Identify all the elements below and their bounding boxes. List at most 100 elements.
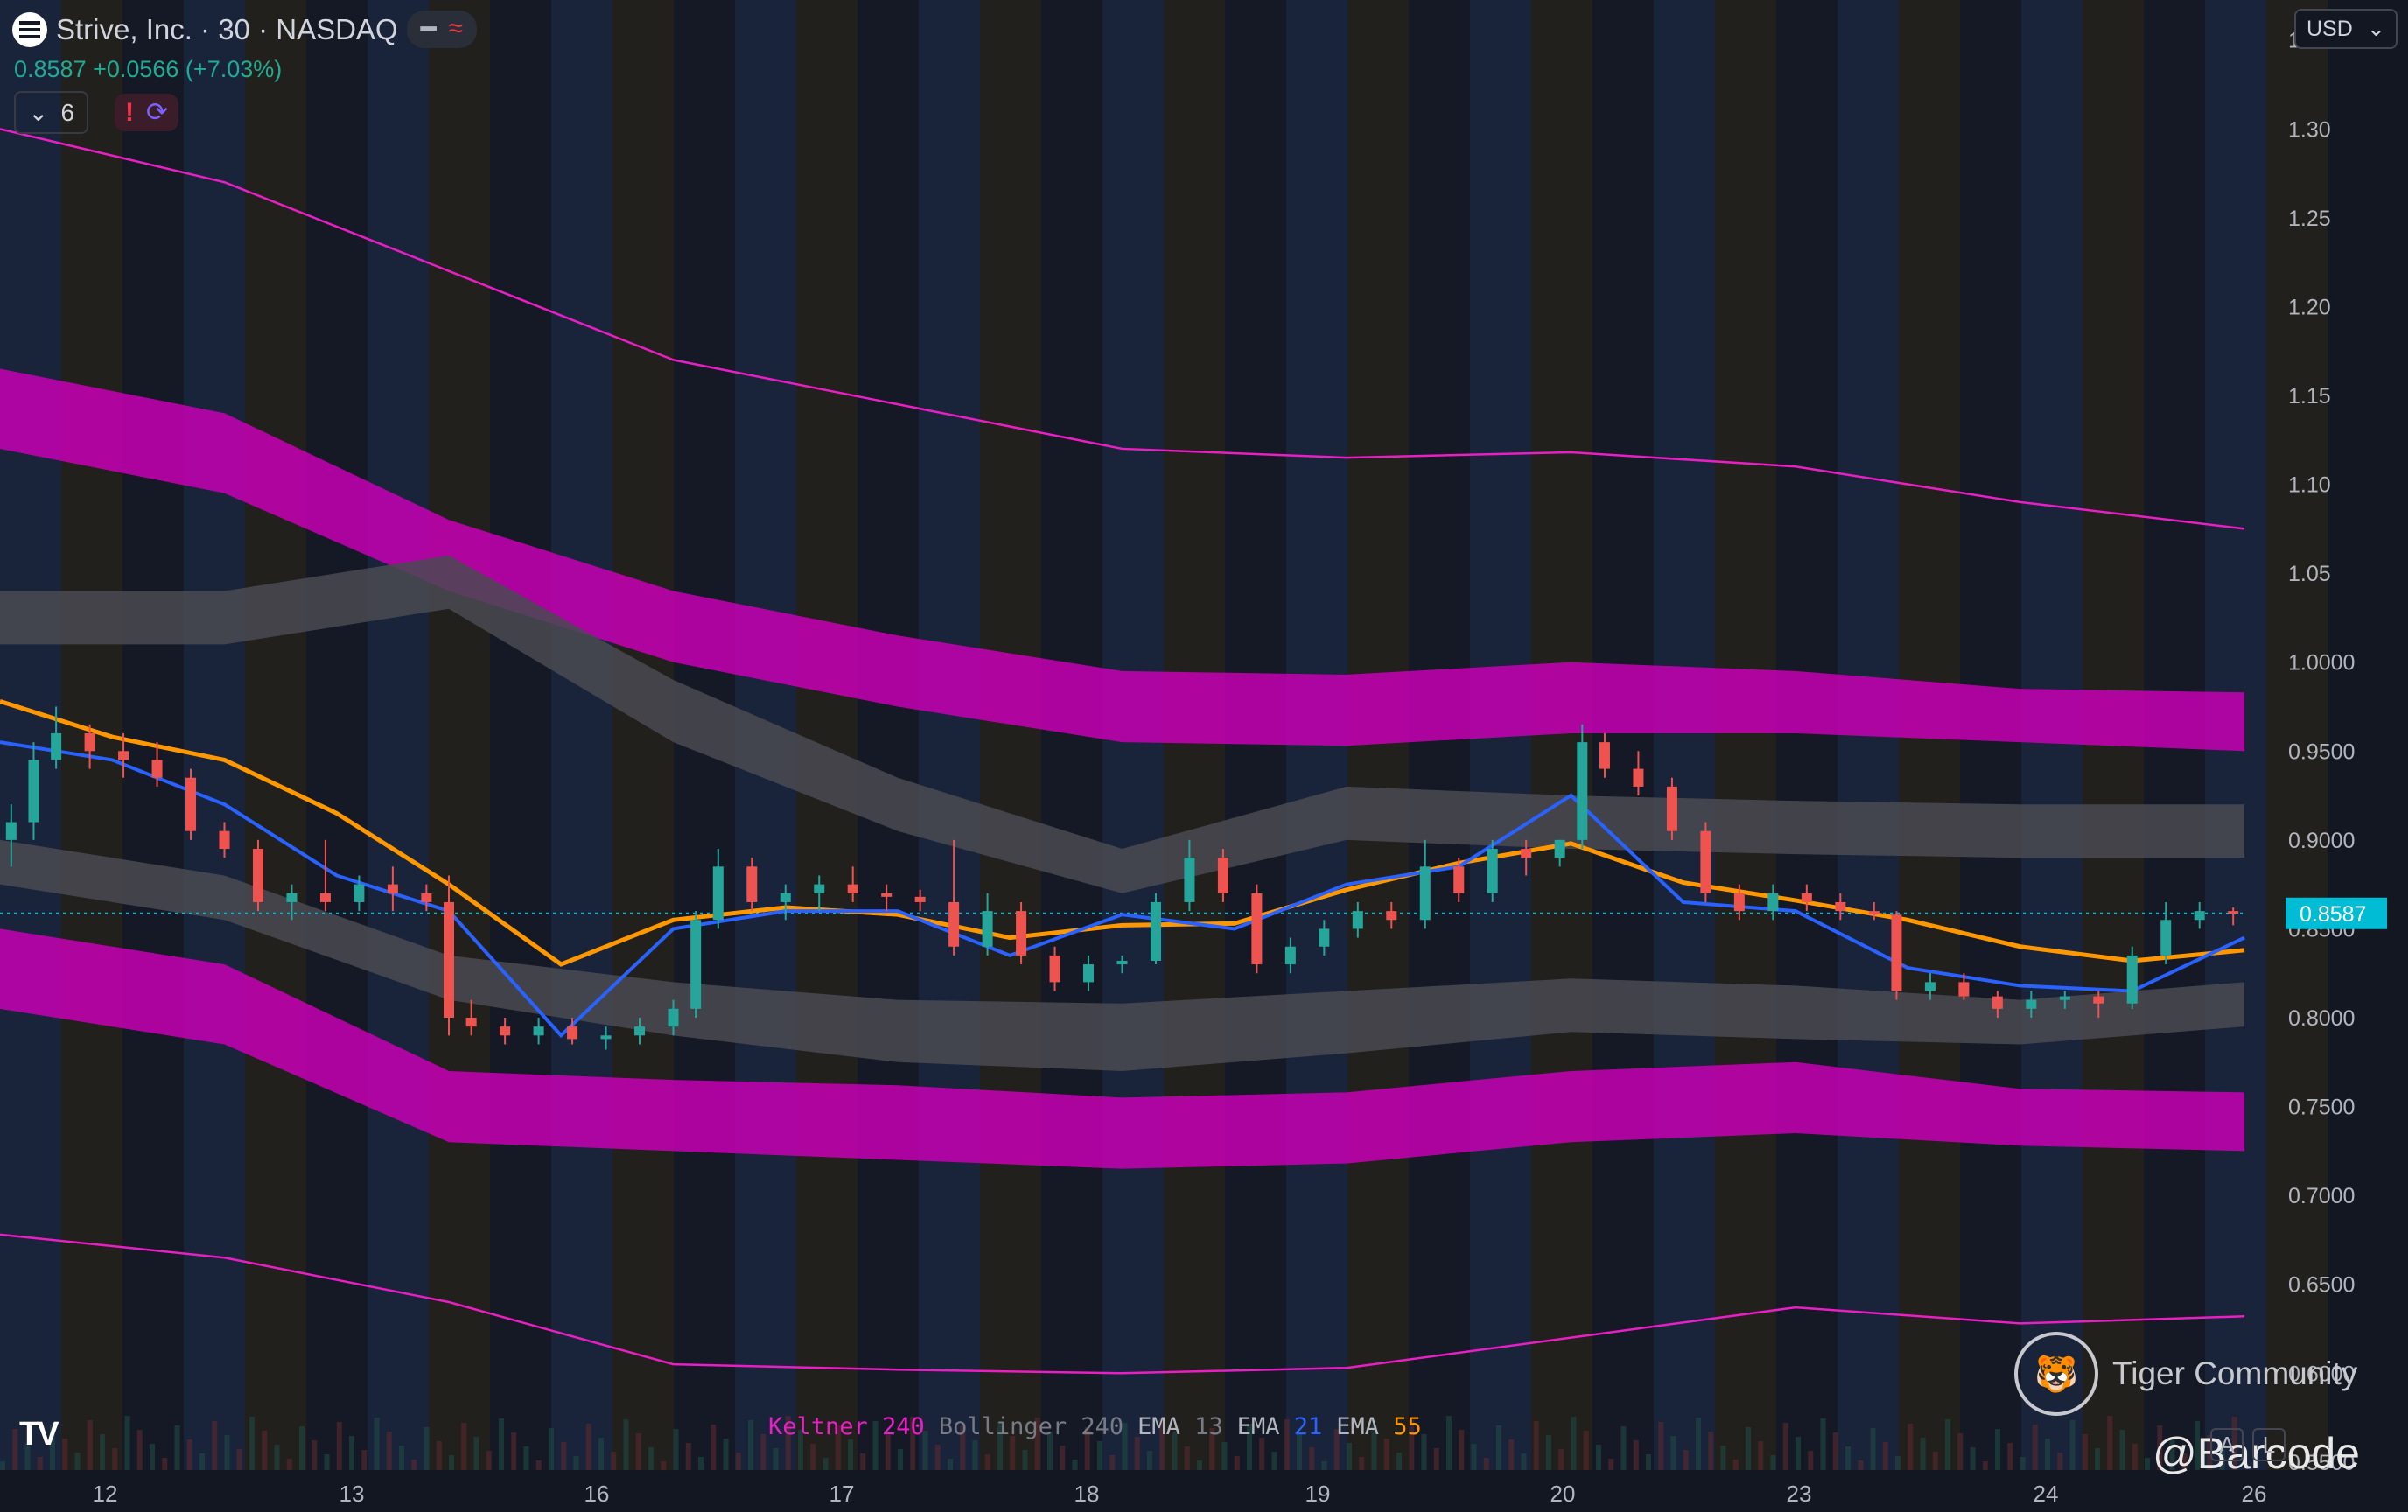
session-stripe — [1592, 0, 1654, 1470]
last-price-tag — [2286, 897, 2387, 929]
candle-body — [319, 892, 331, 902]
volume-bar — [162, 1458, 168, 1470]
data-warning-badge[interactable]: ! ⟳ — [115, 94, 179, 131]
y-tick-label: 1.25 — [2288, 206, 2331, 231]
candle-body — [84, 732, 95, 752]
candle-body — [1577, 742, 1588, 840]
session-stripe — [980, 0, 1041, 1470]
volume-bar — [2157, 1425, 2163, 1470]
session-stripe — [184, 0, 245, 1470]
volume-bar — [224, 1435, 230, 1470]
volume-bar — [2020, 1457, 2026, 1470]
candle-body — [1116, 960, 1128, 965]
volume-bar — [100, 1434, 105, 1470]
volume-bar — [461, 1423, 467, 1470]
candle-body — [219, 830, 230, 850]
volume-bar — [200, 1453, 205, 1470]
symbol-header[interactable]: Strive, Inc. · 30 · NASDAQ ━ ≈ — [12, 10, 478, 48]
candle-body — [1633, 768, 1644, 787]
warning-icon[interactable]: ! — [125, 97, 135, 127]
volume-bar — [685, 1443, 691, 1470]
volume-bar — [274, 1445, 280, 1470]
volume-bar — [1147, 1451, 1152, 1470]
candle-body — [2093, 996, 2104, 1004]
volume-bar — [1770, 1455, 1776, 1470]
minus-icon[interactable]: ━ — [420, 15, 437, 44]
volume-bar — [1022, 1450, 1028, 1470]
volume-bar — [449, 1455, 454, 1470]
volume-bar — [1571, 1417, 1577, 1470]
volume-bar — [1957, 1433, 1964, 1470]
candle-body — [1958, 982, 1970, 997]
volume-bar — [1633, 1440, 1639, 1470]
session-stripe — [2266, 0, 2328, 1470]
volume-bar — [2007, 1443, 2013, 1470]
collapse-indicators-button[interactable]: ⌄ 6 — [14, 91, 89, 134]
volume-bar — [536, 1460, 542, 1470]
volume-bar — [1620, 1426, 1627, 1470]
volume-bar — [561, 1442, 567, 1470]
volume-bar — [1459, 1430, 1465, 1470]
log-scale-button[interactable]: L — [2252, 1428, 2286, 1461]
volume-bar — [1508, 1439, 1515, 1470]
volume-bar — [37, 1457, 43, 1470]
symbol-title: Strive, Inc. · 30 · NASDAQ — [56, 12, 398, 46]
candle-body — [1016, 911, 1027, 956]
chevron-down-icon: ⌄ — [2367, 17, 2385, 41]
candle-body — [1083, 964, 1095, 983]
volume-bar — [1097, 1441, 1102, 1470]
volume-bar — [960, 1426, 966, 1470]
volume-bar — [1720, 1446, 1726, 1470]
volume-bar — [299, 1426, 304, 1470]
volume-bar — [50, 1424, 55, 1470]
y-tick-label: 1.15 — [2288, 384, 2331, 409]
candle-body — [600, 1035, 612, 1040]
volume-bar — [1683, 1450, 1689, 1470]
session-stripe — [368, 0, 429, 1470]
volume-bar — [2207, 1435, 2213, 1470]
currency-select[interactable]: USD ⌄ — [2294, 9, 2398, 49]
volume-bar — [236, 1449, 242, 1470]
session-stripe — [858, 0, 919, 1470]
session-stripe — [306, 0, 368, 1470]
volume-bar — [1908, 1424, 1914, 1470]
y-tick-label: 1.10 — [2288, 473, 2331, 498]
x-axis-bg — [0, 1470, 2408, 1512]
volume-bar — [2045, 1438, 2050, 1470]
volume-bar — [1234, 1456, 1240, 1470]
volume-bar — [262, 1431, 268, 1470]
y-tick-label: 0.6500 — [2288, 1273, 2355, 1298]
y-tick-label: 1.05 — [2288, 562, 2331, 586]
wave-icon[interactable]: ≈ — [448, 14, 464, 43]
volume-bar — [124, 1416, 130, 1470]
volume-bar — [1696, 1418, 1701, 1470]
volume-bar — [1072, 1460, 1078, 1470]
volume-bar — [922, 1431, 928, 1470]
volume-bar — [136, 1430, 143, 1470]
indicator-count: 6 — [60, 98, 75, 126]
volume-bar — [1371, 1424, 1377, 1470]
indicator-toggle-pill[interactable]: ━ ≈ — [406, 10, 478, 48]
candle-body — [500, 1026, 511, 1036]
auto-scale-button[interactable]: A — [2210, 1428, 2244, 1461]
volume-bar — [286, 1459, 292, 1470]
volume-bar — [810, 1444, 816, 1470]
watermark-brand: Tiger Community — [2112, 1355, 2358, 1391]
session-stripe — [796, 0, 858, 1470]
x-tick-label: 13 — [340, 1480, 365, 1507]
candle-body — [1352, 911, 1363, 929]
volume-bar — [361, 1450, 368, 1470]
refresh-icon[interactable]: ⟳ — [146, 98, 169, 127]
volume-bar — [661, 1461, 667, 1470]
volume-bar — [1870, 1428, 1876, 1470]
candle-body — [118, 751, 130, 760]
volume-bar — [1970, 1447, 1976, 1470]
y-tick-label: 0.6000 — [2288, 1362, 2355, 1386]
legend-name-1: Bollinger 240 — [938, 1413, 1124, 1440]
volume-bar — [1483, 1458, 1489, 1470]
tradingview-logo-icon[interactable]: TV — [19, 1416, 60, 1452]
volume-bar — [735, 1452, 741, 1470]
candle-body — [186, 777, 197, 831]
